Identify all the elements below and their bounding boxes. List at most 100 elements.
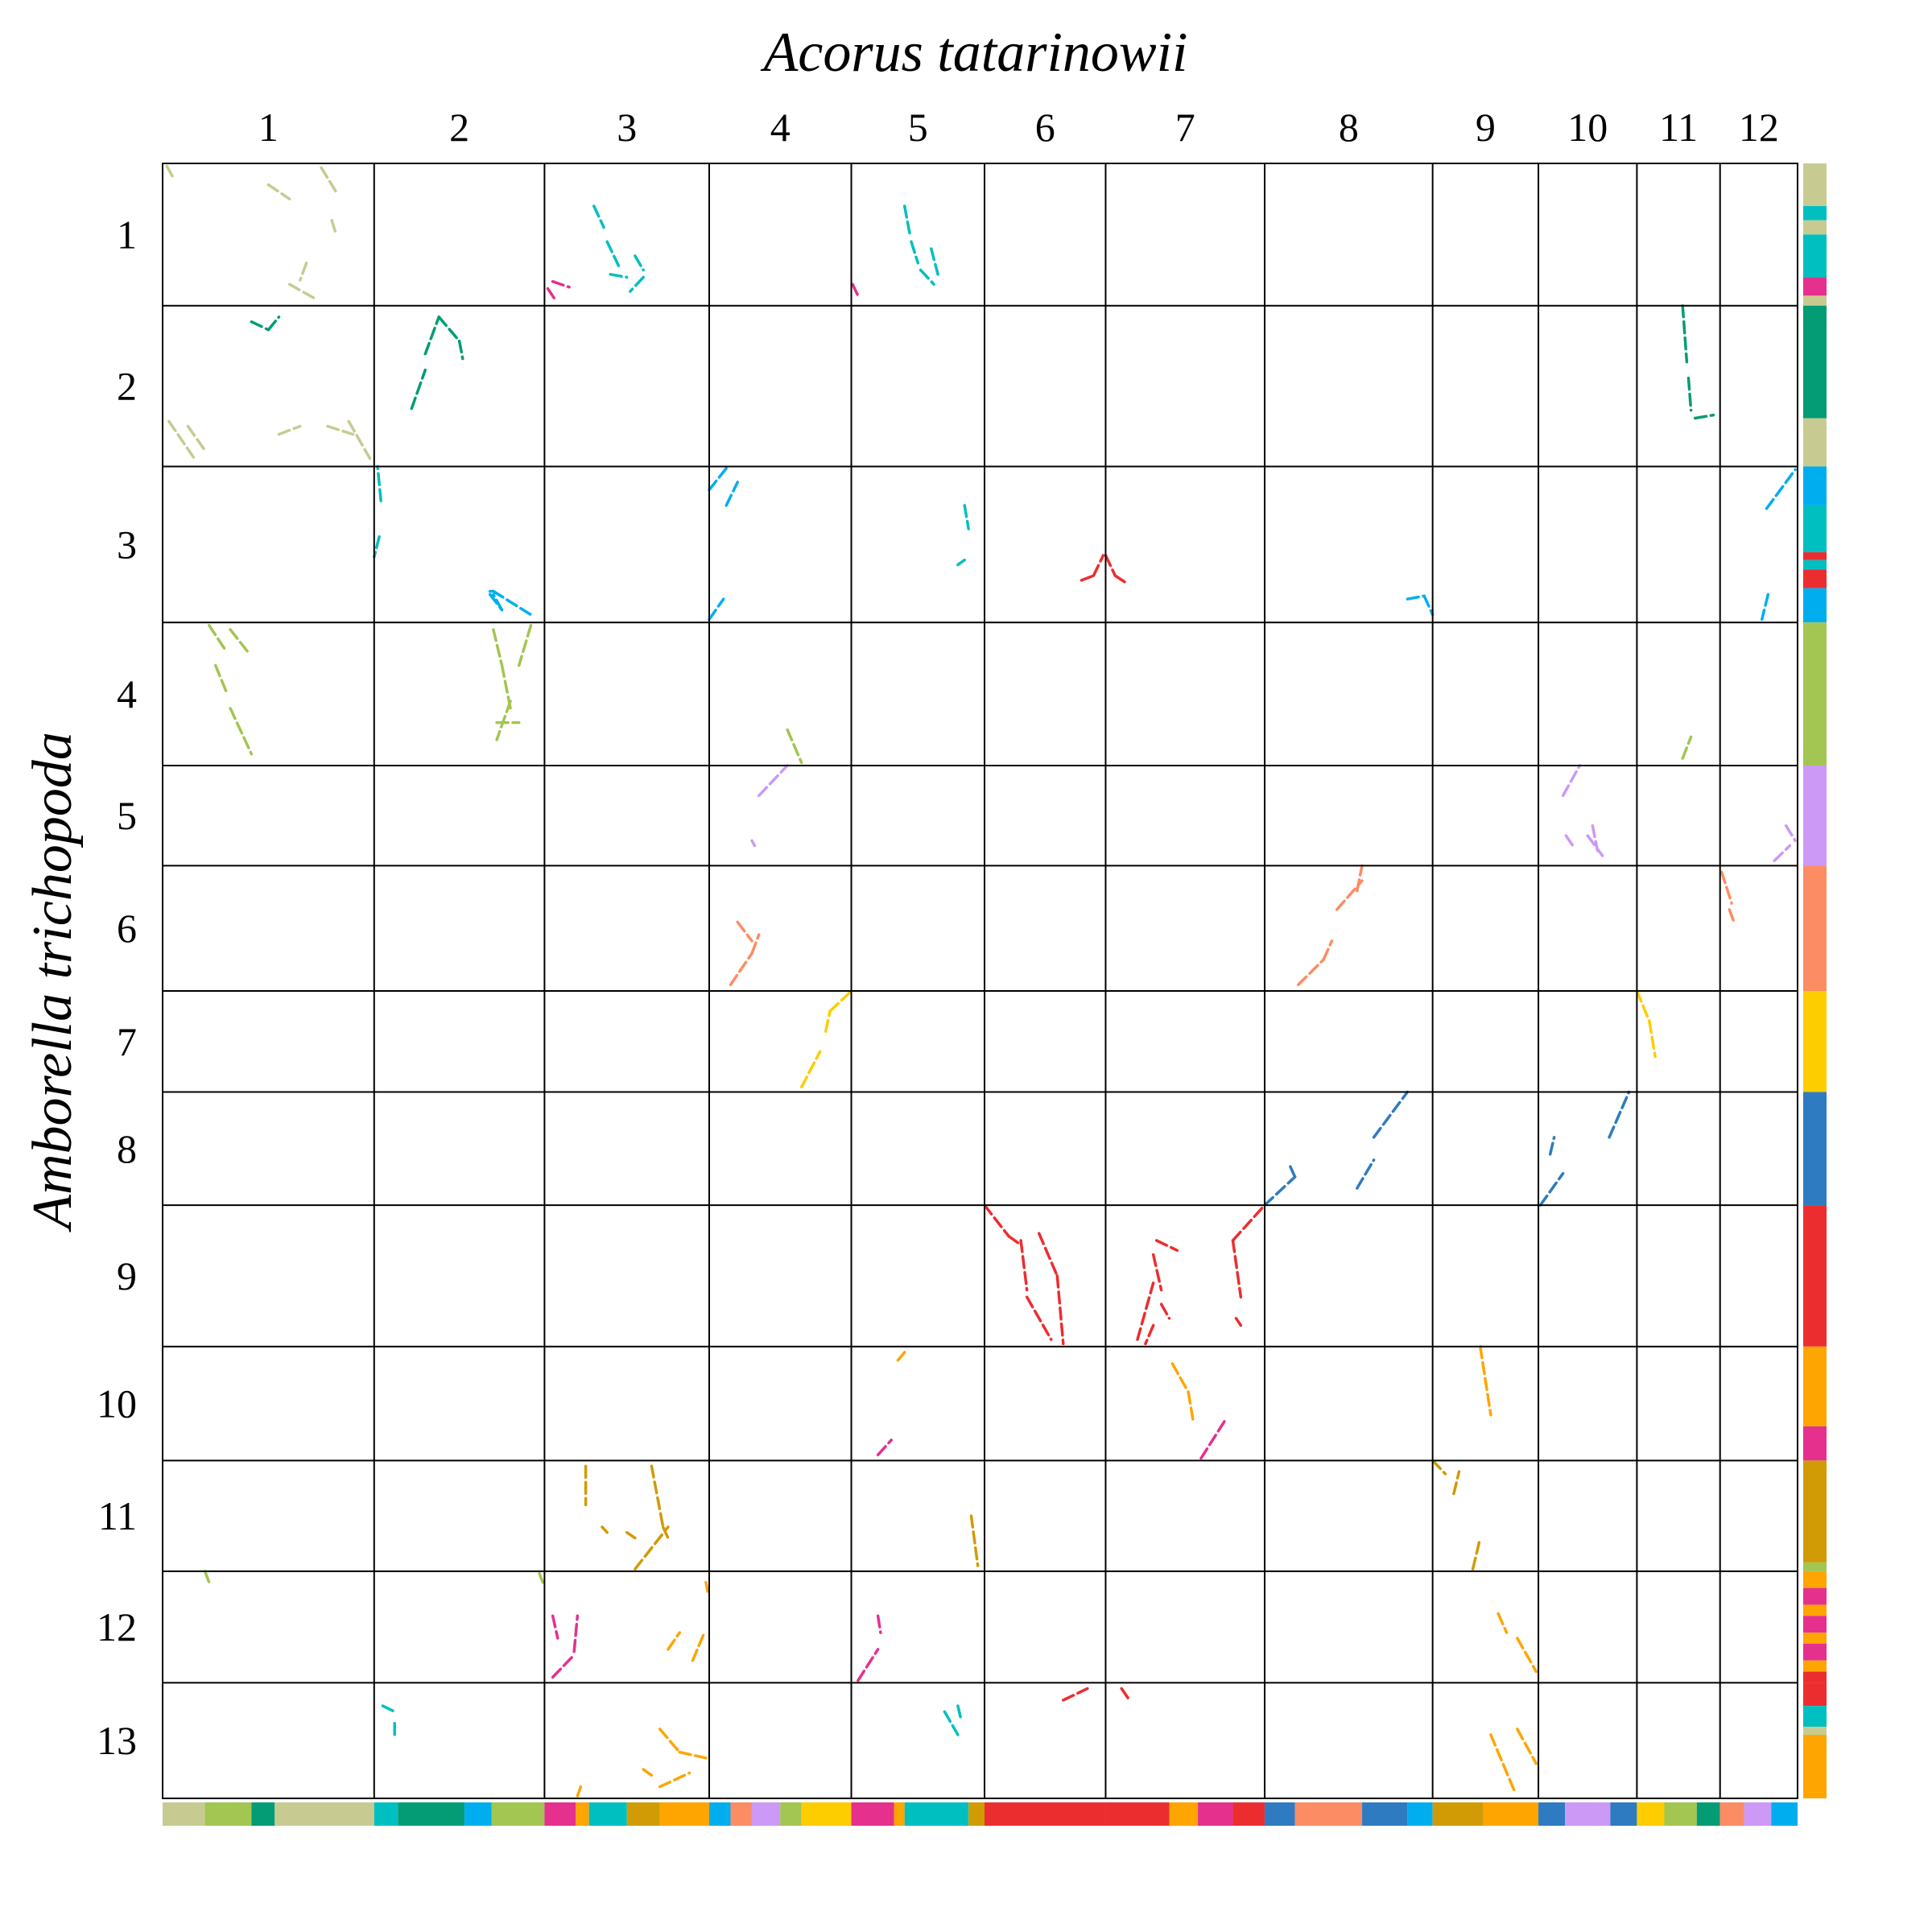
x-strip-segment (985, 1802, 1106, 1826)
synteny-block (1356, 864, 1364, 893)
synteny-block (517, 624, 533, 667)
synteny-block (1422, 594, 1435, 617)
synteny-block (667, 1631, 681, 1651)
synteny-block (1728, 908, 1736, 924)
synteny-block (1263, 1175, 1297, 1207)
synteny-block (165, 164, 175, 180)
y-strip-segment (1803, 1726, 1827, 1736)
synteny-block (320, 166, 338, 194)
y-strip-segment (1803, 305, 1827, 419)
y-tick-label: 10 (97, 1381, 137, 1426)
synteny-block (658, 1771, 691, 1789)
y-strip-segment (1803, 1460, 1827, 1563)
x-strip-segment (1265, 1802, 1295, 1826)
synteny-block (373, 535, 381, 559)
x-tick-label: 12 (1739, 105, 1779, 150)
synteny-block (1170, 1362, 1190, 1394)
synteny-block (347, 419, 372, 460)
y-strip-segment (1803, 1735, 1827, 1798)
y-strip-segment (1803, 206, 1827, 221)
x-strip-segment (491, 1802, 545, 1826)
synteny-block (1430, 1459, 1447, 1476)
x-strip-segment (464, 1802, 492, 1826)
x-strip-segment (1105, 1802, 1170, 1826)
synteny-block (1479, 1345, 1492, 1417)
synteny-block (983, 1203, 1010, 1238)
synteny-block (963, 504, 970, 530)
y-color-strip (1803, 163, 1827, 1798)
synteny-block (634, 254, 645, 272)
synteny-block (250, 320, 270, 332)
x-strip-segment (1294, 1802, 1363, 1826)
y-tick-label: 11 (98, 1493, 137, 1538)
synteny-block (1773, 844, 1792, 862)
y-strip-segment (1803, 1682, 1827, 1707)
synteny-block (1055, 1274, 1065, 1346)
x-strip-segment (374, 1802, 398, 1826)
x-strip-segment (1664, 1802, 1697, 1826)
synteny-block (437, 315, 461, 343)
synteny-block (1452, 1470, 1461, 1496)
synteny-block (758, 764, 789, 798)
x-strip-segment (1432, 1802, 1484, 1826)
synteny-block (492, 628, 504, 667)
x-strip-segment (1169, 1802, 1199, 1826)
synteny-block (1372, 1090, 1410, 1139)
synteny-block (287, 283, 316, 300)
x-strip-segment (851, 1802, 894, 1826)
synteny-block (1635, 989, 1651, 1023)
synteny-block (326, 424, 355, 436)
synteny-block (229, 628, 249, 653)
x-tick-label: 1 (258, 105, 279, 150)
x-strip-segment (894, 1802, 905, 1826)
x-tick-labels: 1 2 3 4 5 6 7 8 9 10 11 12 (258, 105, 1779, 150)
synteny-block (678, 1750, 708, 1760)
synteny-block (1760, 592, 1770, 621)
synteny-block (969, 1514, 980, 1567)
y-tick-label: 12 (97, 1604, 137, 1649)
x-axis-title: Acorus tatarinowii (761, 22, 1188, 84)
synteny-block (1007, 1234, 1022, 1247)
y-strip-segment (1803, 163, 1827, 207)
x-strip-segment (1719, 1802, 1744, 1826)
synteny-block (1591, 824, 1600, 852)
y-strip-segment (1803, 991, 1827, 1092)
synteny-block (1231, 1203, 1266, 1242)
y-tick-label: 13 (97, 1718, 137, 1763)
y-strip-segment (1803, 588, 1827, 623)
synteny-block (857, 1648, 880, 1682)
synteny-block (1681, 303, 1689, 364)
y-tick-label: 2 (117, 364, 137, 409)
x-strip-segment (163, 1802, 205, 1826)
synteny-block (708, 464, 729, 492)
synteny-block (1648, 1019, 1657, 1059)
synteny-block (1234, 1316, 1243, 1327)
synteny-block (492, 589, 533, 617)
synteny-block (1037, 1232, 1059, 1278)
synteny-block (538, 1571, 545, 1584)
y-strip-segment (1803, 234, 1827, 278)
x-strip-segment (904, 1802, 969, 1826)
synteny-block (1784, 824, 1797, 843)
synteny-block (266, 183, 291, 200)
synteny-block (661, 1525, 670, 1540)
synteny-block (708, 597, 725, 621)
y-strip-segment (1803, 1671, 1827, 1683)
x-tick-label: 8 (1339, 105, 1359, 150)
synteny-block (601, 1525, 609, 1534)
x-strip-segment (1407, 1802, 1433, 1826)
y-tick-label: 4 (117, 671, 137, 716)
synteny-block (1092, 554, 1105, 577)
synteny-block (724, 481, 740, 507)
synteny-block (1136, 1281, 1155, 1341)
synteny-block (629, 275, 645, 293)
y-strip-segment (1803, 1633, 1827, 1644)
y-strip-segment (1803, 295, 1827, 306)
synteny-block (943, 1710, 960, 1736)
x-strip-segment (709, 1802, 731, 1826)
synteny-block (1516, 1637, 1538, 1674)
y-tick-label: 6 (117, 906, 137, 951)
synteny-block (229, 707, 254, 756)
y-tick-label: 1 (117, 212, 137, 257)
